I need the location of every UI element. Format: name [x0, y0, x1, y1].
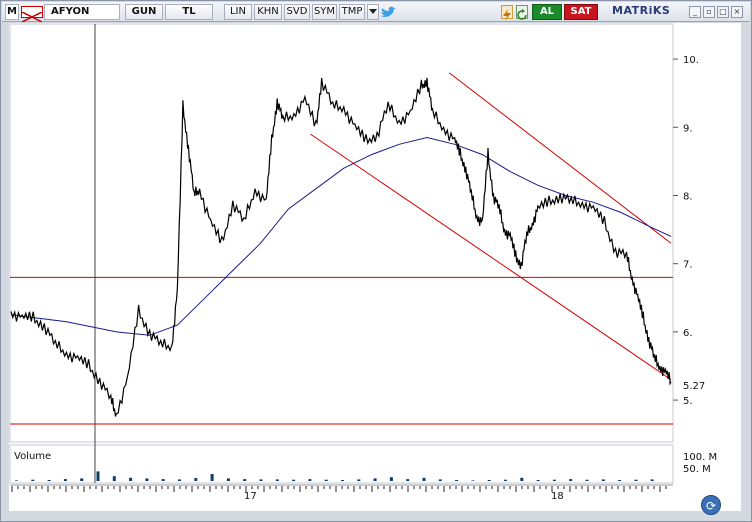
price-panel-frame: [9, 23, 674, 443]
khn-button[interactable]: KHN: [254, 4, 282, 20]
volume-bar: [601, 479, 605, 481]
last-value-label: 5.27: [683, 381, 705, 392]
volume-bar: [585, 479, 589, 481]
maximize-icon[interactable]: □: [717, 6, 729, 18]
refresh-small-icon[interactable]: [516, 5, 528, 20]
channel-trendline: [310, 133, 672, 381]
period-button[interactable]: GUN: [125, 4, 163, 20]
refresh-icon[interactable]: ⟳: [701, 495, 721, 515]
buy-button[interactable]: AL: [532, 4, 562, 20]
volume-bar: [112, 476, 116, 481]
volume-bar: [357, 479, 361, 481]
flag-icon[interactable]: [21, 6, 43, 23]
y-tick-label: 6.: [683, 328, 693, 339]
volume-tick-100m: 100. M: [683, 452, 717, 463]
y-tick-label: 8.: [683, 191, 693, 202]
volume-label: Volume: [14, 451, 51, 462]
minimize-icon[interactable]: _: [689, 6, 701, 18]
volume-bar: [422, 477, 426, 481]
dropdown-icon[interactable]: [367, 4, 379, 20]
currency-button[interactable]: TL: [165, 4, 213, 20]
volume-bar: [226, 478, 230, 481]
volume-bar: [618, 480, 622, 481]
y-tick-label: 10.: [683, 55, 699, 66]
volume-bar: [145, 478, 149, 481]
volume-bar: [324, 479, 328, 481]
menu-button[interactable]: M: [5, 4, 19, 20]
y-tick-label: 7.: [683, 260, 693, 271]
volume-panel-frame: [9, 444, 674, 484]
chart-area[interactable]: 10. 9. 8. 7. 6. 5. 5.27 Volume 100. M 50. M 1…: [9, 23, 741, 511]
volume-bar: [650, 479, 654, 481]
volume-bar: [308, 479, 312, 481]
volume-bar: [31, 479, 35, 481]
close-icon[interactable]: ×: [731, 6, 743, 18]
volume-bar: [63, 479, 67, 481]
volume-bar: [455, 480, 459, 481]
restore-icon[interactable]: ▫: [703, 6, 715, 18]
channel-trendline: [448, 72, 672, 244]
volume-bar: [47, 480, 51, 481]
volume-bar: [161, 479, 165, 481]
volume-bar: [96, 471, 100, 481]
volume-bar: [438, 479, 442, 481]
volume-bar: [275, 479, 279, 481]
lightning-icon[interactable]: [501, 5, 513, 21]
brand-logo: MATRiKS: [612, 4, 671, 17]
price-line: [10, 77, 672, 417]
volume-bar: [341, 480, 344, 481]
volume-bar: [487, 480, 491, 481]
sell-button[interactable]: SAT: [564, 4, 598, 20]
x-tick-18: 18: [551, 491, 564, 502]
volume-bar: [471, 480, 475, 481]
volume-bar: [15, 480, 18, 481]
price-chart[interactable]: 10. 9. 8. 7. 6. 5. 5.27 Volume 100. M 50. M 1…: [9, 23, 741, 511]
tmp-button[interactable]: TMP: [339, 4, 365, 20]
volume-bar: [129, 477, 133, 481]
volume-bar: [210, 474, 214, 481]
sym-button[interactable]: SYM: [312, 4, 337, 20]
volume-bar: [634, 479, 638, 481]
volume-tick-50m: 50. M: [683, 464, 711, 475]
volume-bar: [520, 477, 524, 481]
x-tick-17: 17: [244, 491, 257, 502]
volume-bar: [243, 479, 247, 481]
volume-bar: [80, 478, 84, 481]
volume-bar: [552, 479, 556, 481]
volume-bar: [536, 480, 540, 481]
volume-bar: [504, 479, 507, 481]
y-tick-label: 5.: [683, 396, 693, 407]
volume-bar: [389, 477, 393, 481]
twitter-icon[interactable]: [380, 5, 396, 19]
volume-bar: [178, 479, 181, 481]
volume-bar: [194, 478, 198, 481]
svd-button[interactable]: SVD: [284, 4, 310, 20]
y-tick-label: 9.: [683, 123, 693, 134]
volume-bar: [292, 479, 296, 481]
toolbar: M AFYON GUN TL LIN KHN SVD SYM TMP AL SA…: [2, 2, 750, 23]
volume-bar: [259, 479, 263, 481]
symbol-field[interactable]: AFYON: [44, 4, 120, 20]
volume-bar: [373, 478, 377, 481]
volume-bar: [406, 479, 410, 481]
scale-button[interactable]: LIN: [224, 4, 252, 20]
volume-bar: [569, 479, 573, 481]
